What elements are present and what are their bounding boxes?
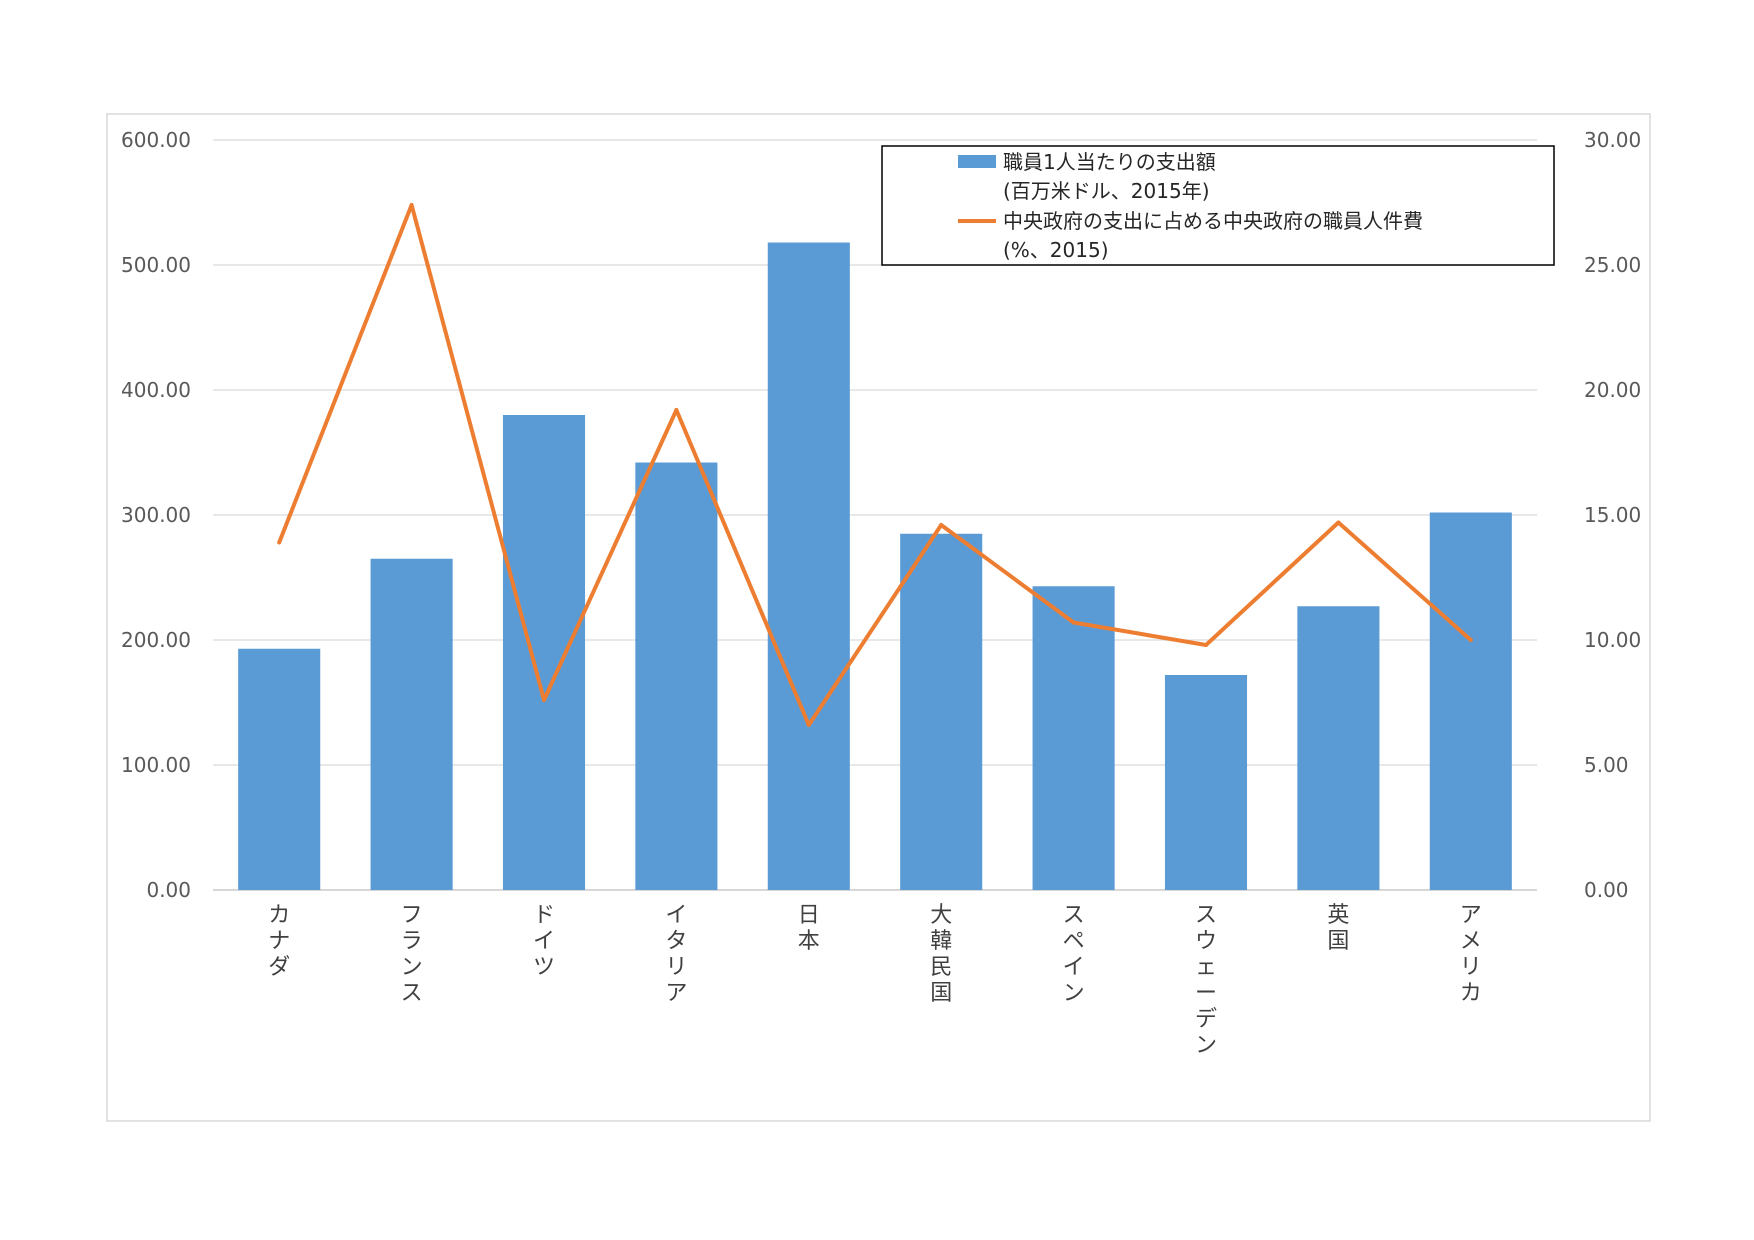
category-label: 日本 — [798, 903, 820, 954]
line-point — [1336, 520, 1341, 525]
right-axis-tick-label: 0.00 — [1584, 878, 1629, 902]
line-point — [1204, 643, 1208, 647]
left-axis-tick-label: 600.00 — [121, 128, 191, 152]
category-label: アメリカ — [1460, 903, 1482, 1006]
left-axis-tick-label: 300.00 — [121, 503, 191, 527]
right-axis-tick-label: 10.00 — [1584, 628, 1641, 652]
line-series — [277, 203, 1473, 727]
bar — [767, 242, 850, 890]
bar — [238, 648, 321, 890]
line-point — [939, 523, 944, 527]
left-axis-tick-label: 200.00 — [121, 628, 191, 652]
category-label: イタリア — [665, 903, 687, 1006]
left-axis-tick-label: 400.00 — [121, 378, 191, 402]
legend-bar-label-1: 職員1人当たりの支出額 — [1003, 150, 1216, 174]
right-axis-tick-label: 20.00 — [1584, 378, 1641, 402]
right-axis-tick-label: 25.00 — [1584, 253, 1641, 277]
legend-line-label-1: 中央政府の支出に占める中央政府の職員人件費 — [1003, 209, 1423, 233]
legend-line-label-2: (%、2015) — [1003, 238, 1109, 262]
right-axis: 0.00 5.00 10.00 15.00 20.00 25.00 30.00 — [1584, 128, 1641, 902]
category-label: ドイツ — [533, 903, 555, 980]
legend-bar-swatch — [958, 155, 996, 168]
line-series-path — [277, 203, 1473, 727]
category-label: 英国 — [1327, 903, 1349, 954]
bar — [635, 462, 718, 890]
bar — [502, 415, 586, 890]
category-label: スペイン — [1063, 903, 1085, 1006]
line-point — [674, 408, 679, 412]
bar — [900, 533, 983, 890]
line-point — [806, 723, 811, 727]
legend: 職員1人当たりの支出額 (百万米ドル、2015年) 中央政府の支出に占める中央政… — [881, 145, 1555, 266]
right-axis-tick-label: 5.00 — [1584, 753, 1629, 777]
right-axis-tick-label: 15.00 — [1584, 503, 1641, 527]
left-axis-tick-label: 500.00 — [121, 253, 191, 277]
bar — [1032, 586, 1115, 890]
legend-bar-label-2: (百万米ドル、2015年) — [1003, 179, 1210, 203]
left-axis: 0.00 100.00 200.00 300.00 400.00 500.00 600.00 — [121, 128, 191, 902]
bar — [1429, 512, 1512, 890]
bar — [1164, 675, 1248, 890]
left-axis-tick-label: 100.00 — [121, 753, 191, 777]
bar-series — [238, 242, 1512, 890]
category-label: 大韓民国 — [930, 903, 952, 1006]
line-point — [542, 698, 546, 702]
bar — [1297, 606, 1380, 890]
right-axis-tick-label: 30.00 — [1584, 128, 1641, 152]
line-point — [1468, 638, 1473, 642]
left-axis-tick-label: 0.00 — [146, 878, 191, 902]
category-label: スウェーデン — [1195, 903, 1217, 1058]
line-point — [1071, 620, 1076, 625]
category-label: フランス — [401, 903, 423, 1006]
line-point — [277, 540, 282, 545]
category-axis: カナダ フランス ドイツ イタリア 日本 大韓民国 スペイン スウェーデン 英国 アメリカ — [268, 903, 1482, 1058]
category-label: カナダ — [268, 903, 290, 980]
bar — [370, 558, 453, 890]
line-point — [409, 203, 414, 207]
